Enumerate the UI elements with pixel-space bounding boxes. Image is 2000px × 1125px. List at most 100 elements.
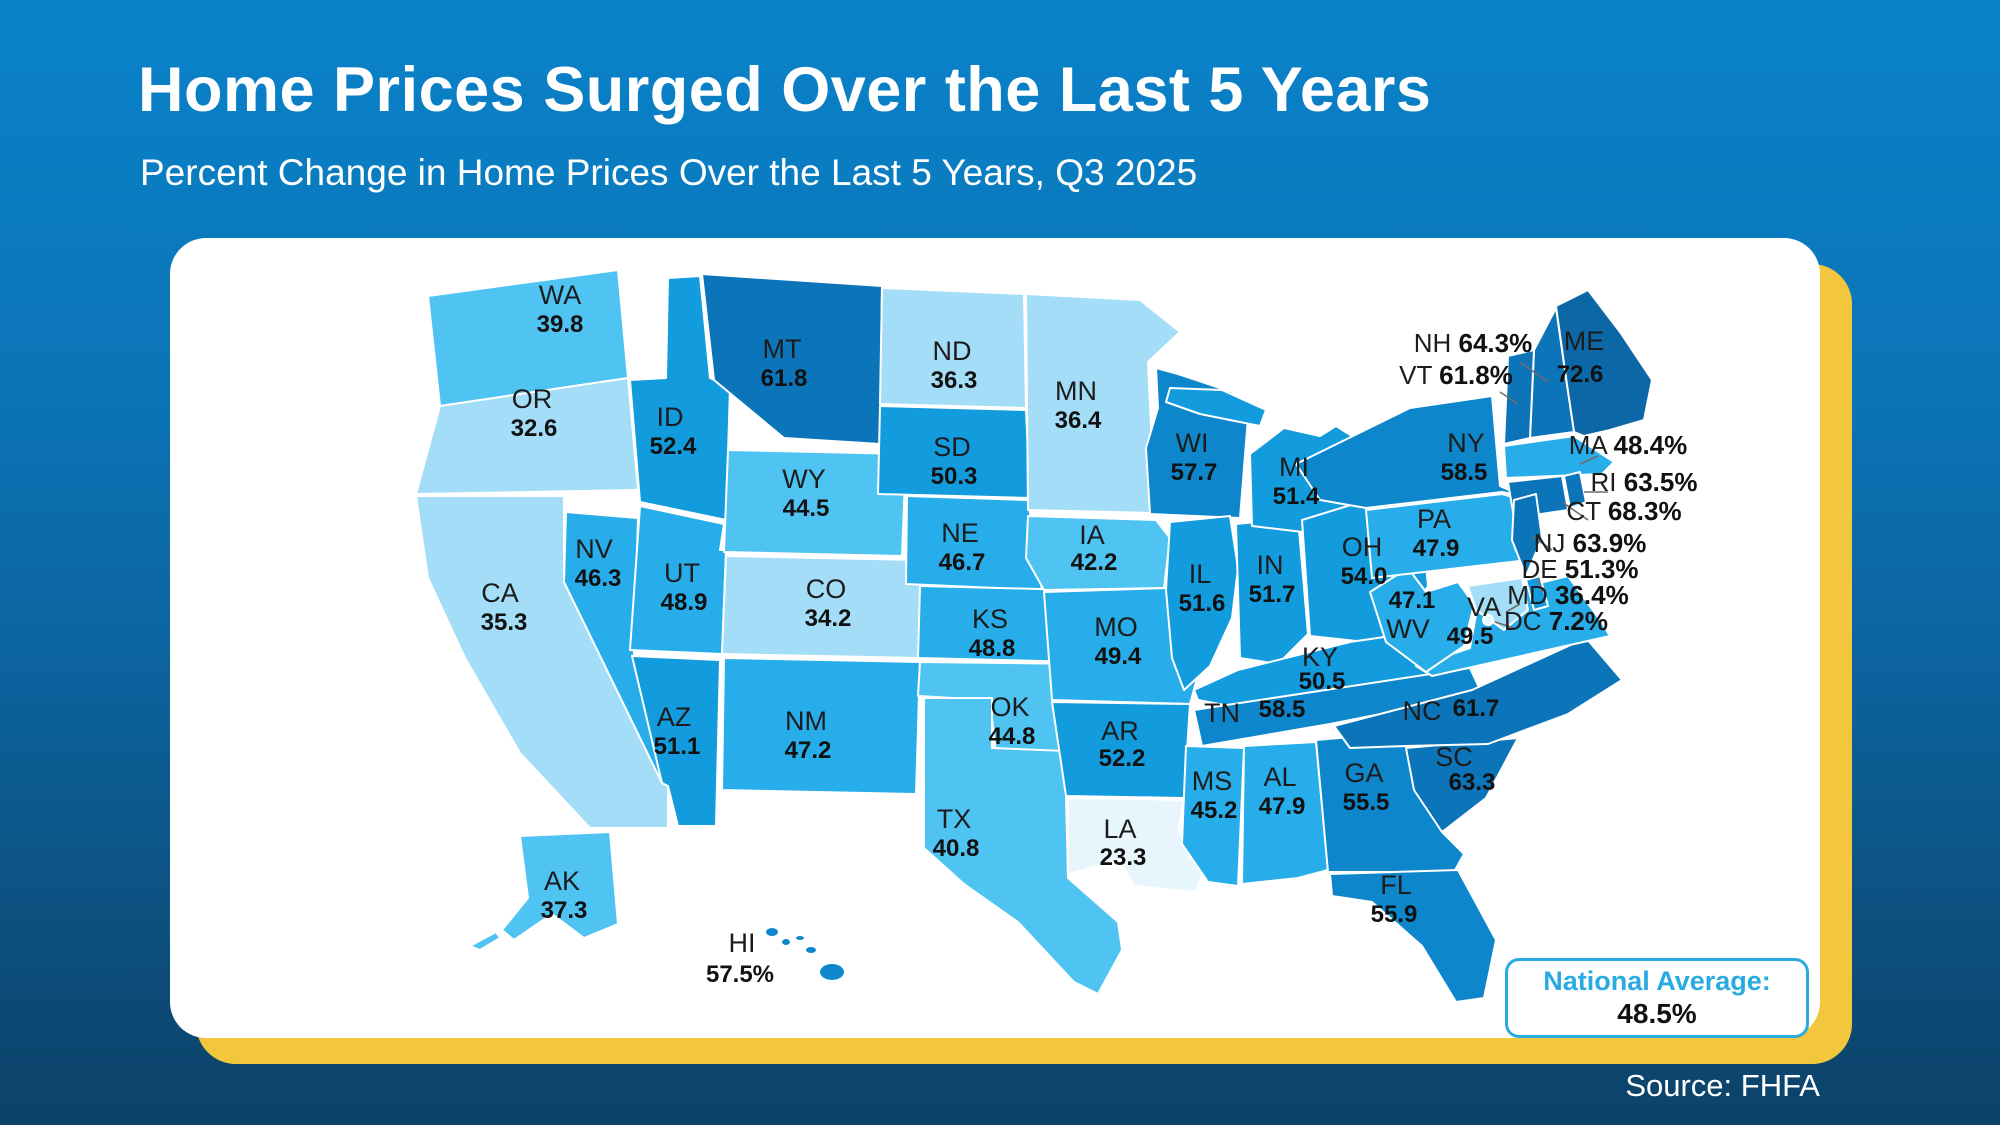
state-NJ-label: NJ 63.9% [1534, 528, 1647, 558]
state-LA [1067, 797, 1205, 893]
state-MD [1467, 577, 1529, 631]
state-NV-code-label: NV [575, 534, 613, 564]
state-OR-value-label: 32.6 [511, 415, 558, 442]
state-DE-leader-line [1537, 577, 1543, 593]
state-CT-label: CT 68.3% [1566, 496, 1681, 526]
state-KS-code-label: KS [972, 604, 1008, 634]
state-AL-code-label: AL [1263, 762, 1296, 792]
state-ID-code-label: ID [657, 402, 684, 432]
state-AZ-value-label: 51.1 [654, 733, 701, 760]
state-MD-leader-line [1505, 603, 1521, 613]
state-IA-code-label: IA [1079, 520, 1105, 550]
national-average-label: National Average: [1543, 966, 1771, 996]
state-HI-island-0 [764, 926, 780, 938]
state-HI-island-4 [818, 962, 846, 982]
state-NJ [1511, 493, 1543, 577]
state-DC [1482, 614, 1494, 626]
state-NV-value-label: 46.3 [575, 565, 622, 592]
state-DE-label: DE 51.3% [1521, 554, 1638, 584]
state-WA-value-label: 39.8 [537, 311, 584, 338]
state-NY [1295, 395, 1523, 509]
state-WI-code-label: WI [1176, 428, 1209, 458]
state-MD-label: MD 36.4% [1507, 580, 1628, 610]
state-NY-code-label: NY [1447, 428, 1485, 458]
state-NM [721, 657, 921, 795]
state-ND [879, 287, 1027, 409]
state-MA [1503, 435, 1615, 479]
page-subtitle: Percent Change in Home Prices Over the L… [140, 152, 1198, 193]
state-MS-value-label: 45.2 [1191, 797, 1238, 824]
state-IL-value-label: 51.6 [1179, 590, 1226, 617]
state-CO-code-label: CO [806, 574, 847, 604]
state-MI-part2 [1165, 387, 1267, 427]
state-DC-leader-line [1494, 621, 1515, 629]
state-AR-code-label: AR [1101, 716, 1139, 746]
state-MN [1025, 293, 1181, 514]
state-GA-code-label: GA [1344, 758, 1383, 788]
state-UT-value-label: 48.9 [661, 589, 708, 616]
state-IL [1165, 515, 1239, 691]
state-DE [1525, 575, 1549, 611]
state-TN-value-label: 58.5 [1259, 696, 1306, 723]
state-OR [415, 377, 639, 495]
state-MT-code-label: MT [763, 334, 802, 364]
state-ND-code-label: ND [933, 336, 972, 366]
state-MI-value-label: 51.4 [1273, 483, 1320, 510]
state-KY-code-label: KY [1302, 642, 1338, 672]
state-HI-island-3 [804, 945, 818, 955]
state-AL-value-label: 47.9 [1259, 793, 1306, 820]
state-NC-value-label: 61.7 [1453, 695, 1500, 722]
state-CO-value-label: 34.2 [805, 605, 852, 632]
state-LA-code-label: LA [1103, 814, 1136, 844]
state-MS-code-label: MS [1192, 766, 1233, 796]
state-IN-value-label: 51.7 [1249, 581, 1296, 608]
state-VT-leader-line [1499, 391, 1519, 405]
state-NC-code-label: NC [1403, 696, 1442, 726]
state-FL-code-label: FL [1380, 870, 1412, 900]
state-OK-value-label: 44.8 [989, 723, 1036, 750]
state-WY [723, 449, 907, 557]
state-WA-code-label: WA [539, 280, 582, 310]
state-MT-value-label: 61.8 [761, 365, 808, 392]
state-TN-code-label: TN [1204, 698, 1240, 728]
state-MN-value-label: 36.4 [1055, 407, 1102, 434]
state-SD-value-label: 50.3 [931, 463, 978, 490]
state-ME-value-label: 72.6 [1557, 361, 1604, 388]
state-ND-value-label: 36.3 [931, 367, 978, 394]
state-FL [1329, 869, 1497, 1003]
state-HI-island-1 [780, 937, 792, 947]
state-SD-code-label: SD [933, 432, 971, 462]
source-text: Source: FHFA [1625, 1068, 1820, 1103]
state-TX-code-label: TX [937, 804, 972, 834]
state-MA-leader-line [1579, 455, 1599, 465]
state-OK-code-label: OK [990, 692, 1029, 722]
state-NY-value-label: 58.5 [1441, 459, 1488, 486]
state-GA-value-label: 55.5 [1343, 789, 1390, 816]
state-NE-code-label: NE [941, 518, 979, 548]
state-VA-value-label: 49.5 [1447, 623, 1494, 650]
page-title: Home Prices Surged Over the Last 5 Years [138, 55, 1432, 125]
state-NJ-leader-line [1531, 535, 1553, 551]
state-HI-island-2 [794, 934, 806, 942]
state-SC-code-label: SC [1435, 742, 1473, 772]
state-FL-value-label: 55.9 [1371, 901, 1418, 928]
state-AZ-code-label: AZ [657, 702, 692, 732]
state-NM-value-label: 47.2 [785, 737, 832, 764]
state-OH-code-label: OH [1342, 532, 1383, 562]
state-WV-code-label: WV [1386, 614, 1430, 644]
state-VA-code-label: VA [1467, 592, 1501, 622]
state-VT [1503, 349, 1535, 445]
state-AK [501, 831, 619, 941]
state-ME-code-label: ME [1564, 326, 1605, 356]
state-MN-code-label: MN [1055, 376, 1097, 406]
national-average-box: National Average: 48.5% [1505, 958, 1809, 1038]
state-NC [1333, 637, 1623, 749]
state-HI-code-label: HI [729, 928, 756, 958]
state-WV-value-label: 47.1 [1389, 587, 1436, 614]
state-IA-value-label: 42.2 [1071, 549, 1118, 576]
state-AL [1241, 741, 1329, 885]
state-IN-code-label: IN [1257, 550, 1284, 580]
state-MA-label: MA 48.4% [1569, 430, 1688, 460]
state-MO-value-label: 49.4 [1095, 643, 1142, 670]
state-NH-label: NH 64.3% [1414, 328, 1533, 358]
